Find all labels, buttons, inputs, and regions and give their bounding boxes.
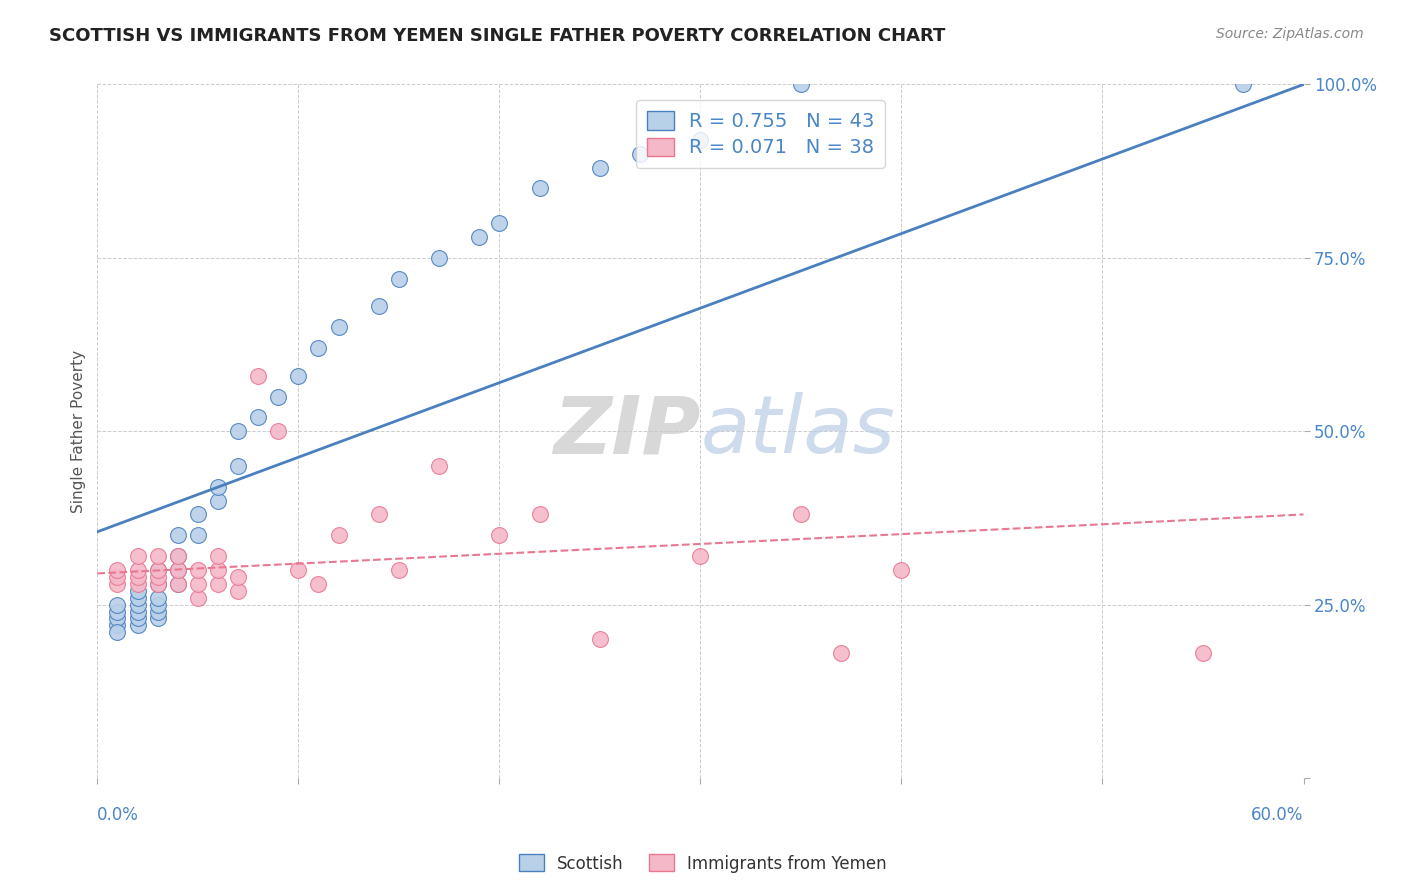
Point <box>166 576 188 591</box>
Text: atlas: atlas <box>700 392 896 470</box>
Point <box>247 368 270 383</box>
Point <box>226 424 249 438</box>
Point <box>166 563 188 577</box>
Point <box>107 625 129 640</box>
Point <box>127 583 149 598</box>
Point <box>488 216 510 230</box>
Point <box>187 508 209 522</box>
Point <box>308 576 330 591</box>
Point <box>146 591 169 605</box>
Point <box>207 549 229 563</box>
Point <box>146 611 169 625</box>
Point <box>207 493 229 508</box>
Point <box>166 563 188 577</box>
Point <box>427 251 450 265</box>
Point <box>367 508 389 522</box>
Point <box>146 563 169 577</box>
Point <box>127 618 149 632</box>
Point <box>127 605 149 619</box>
Point <box>287 368 309 383</box>
Point <box>127 576 149 591</box>
Point <box>127 549 149 563</box>
Point <box>367 299 389 313</box>
Point <box>187 576 209 591</box>
Point <box>146 563 169 577</box>
Point <box>589 632 612 647</box>
Point <box>790 508 813 522</box>
Point <box>107 576 129 591</box>
Point <box>1232 78 1254 92</box>
Point <box>127 591 149 605</box>
Point <box>187 591 209 605</box>
Point <box>689 133 711 147</box>
Point <box>427 458 450 473</box>
Point <box>107 563 129 577</box>
Text: ZIP: ZIP <box>553 392 700 470</box>
Point <box>146 598 169 612</box>
Point <box>107 605 129 619</box>
Point <box>187 563 209 577</box>
Point <box>488 528 510 542</box>
Point <box>267 390 290 404</box>
Point <box>127 570 149 584</box>
Point <box>146 549 169 563</box>
Point <box>146 576 169 591</box>
Point <box>226 583 249 598</box>
Text: SCOTTISH VS IMMIGRANTS FROM YEMEN SINGLE FATHER POVERTY CORRELATION CHART: SCOTTISH VS IMMIGRANTS FROM YEMEN SINGLE… <box>49 27 946 45</box>
Point <box>247 410 270 425</box>
Point <box>689 549 711 563</box>
Point <box>1192 646 1215 660</box>
Point <box>107 618 129 632</box>
Point <box>166 549 188 563</box>
Point <box>166 528 188 542</box>
Legend: R = 0.755   N = 43, R = 0.071   N = 38: R = 0.755 N = 43, R = 0.071 N = 38 <box>637 101 884 168</box>
Text: 60.0%: 60.0% <box>1251 805 1303 823</box>
Point <box>127 611 149 625</box>
Point <box>267 424 290 438</box>
Point <box>226 570 249 584</box>
Point <box>127 563 149 577</box>
Point <box>628 146 651 161</box>
Point <box>529 508 551 522</box>
Point <box>207 480 229 494</box>
Legend: Scottish, Immigrants from Yemen: Scottish, Immigrants from Yemen <box>512 847 894 880</box>
Point <box>790 78 813 92</box>
Point <box>146 576 169 591</box>
Point <box>166 576 188 591</box>
Point <box>107 570 129 584</box>
Point <box>127 598 149 612</box>
Point <box>146 605 169 619</box>
Point <box>328 528 350 542</box>
Point <box>166 549 188 563</box>
Point <box>207 563 229 577</box>
Text: 0.0%: 0.0% <box>97 805 139 823</box>
Point <box>107 598 129 612</box>
Point <box>388 563 411 577</box>
Point <box>107 611 129 625</box>
Point <box>388 271 411 285</box>
Point <box>187 528 209 542</box>
Point <box>830 646 852 660</box>
Y-axis label: Single Father Poverty: Single Father Poverty <box>72 350 86 513</box>
Point <box>226 458 249 473</box>
Point <box>146 570 169 584</box>
Point <box>287 563 309 577</box>
Point <box>207 576 229 591</box>
Point <box>529 181 551 195</box>
Point <box>468 230 491 244</box>
Point <box>890 563 912 577</box>
Point <box>308 341 330 355</box>
Text: Source: ZipAtlas.com: Source: ZipAtlas.com <box>1216 27 1364 41</box>
Point <box>328 320 350 334</box>
Point <box>589 161 612 175</box>
